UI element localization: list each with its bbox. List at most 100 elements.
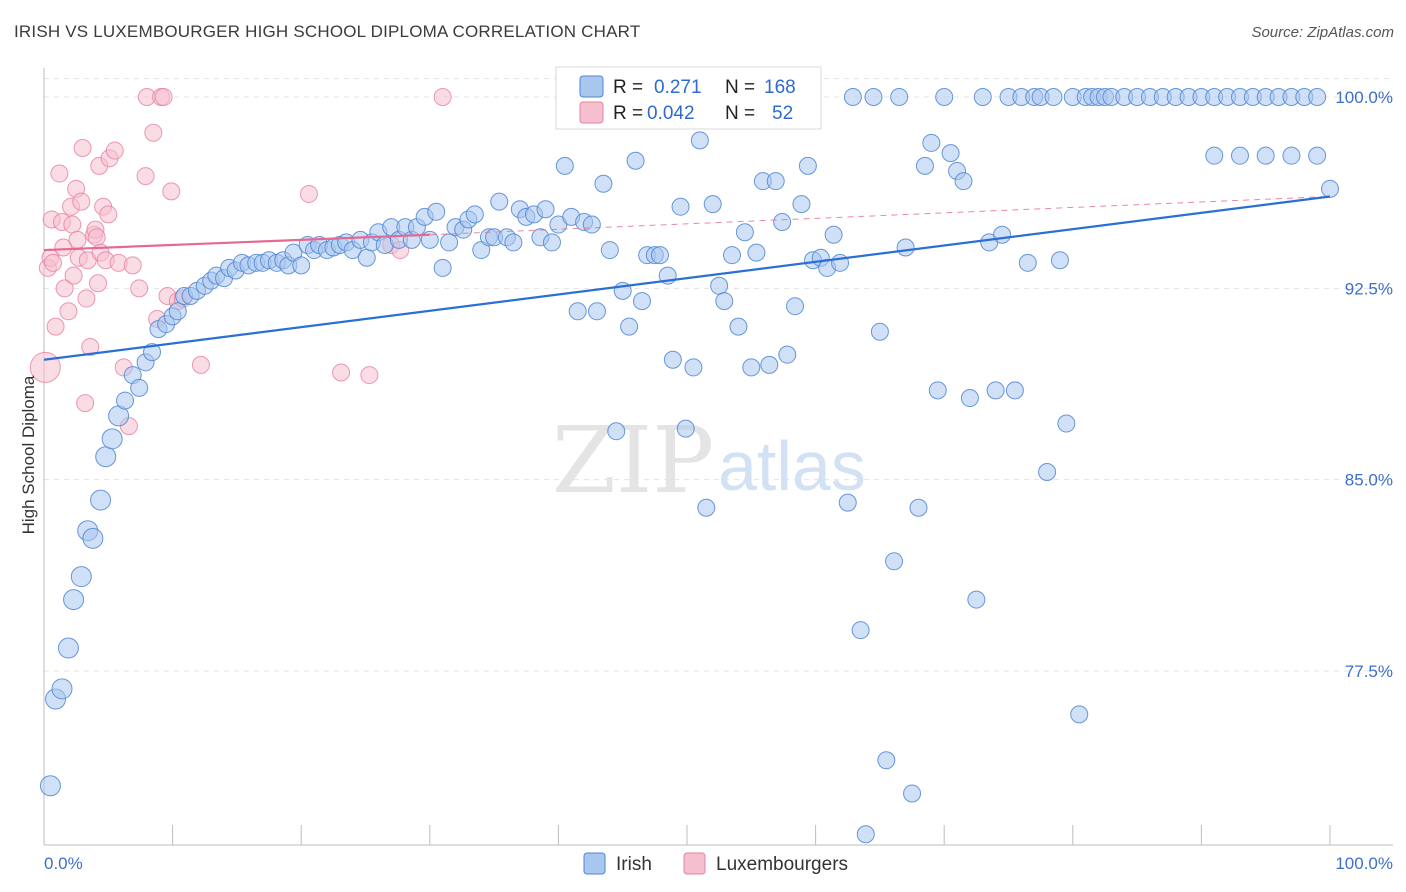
irish-point bbox=[760, 355, 779, 374]
lux-point bbox=[162, 182, 181, 201]
irish-point bbox=[877, 751, 896, 770]
irish-point bbox=[838, 493, 857, 512]
irish-point bbox=[690, 131, 709, 150]
y-axis-title: High School Diploma bbox=[19, 375, 38, 534]
legend-n-label-lux: N = bbox=[725, 103, 755, 124]
irish-point bbox=[1205, 146, 1224, 165]
irish-point bbox=[843, 88, 862, 106]
irish-point bbox=[357, 248, 376, 267]
irish-point bbox=[870, 322, 889, 341]
irish-point bbox=[954, 172, 973, 191]
irish-point bbox=[130, 378, 149, 397]
irish-point bbox=[587, 302, 606, 321]
irish-point bbox=[600, 241, 619, 260]
x-tick-label-min: 0.0% bbox=[44, 854, 83, 873]
lux-point bbox=[54, 238, 73, 257]
lux-point bbox=[89, 274, 108, 293]
lux-point bbox=[130, 279, 149, 298]
lux-point bbox=[72, 192, 91, 211]
irish-point bbox=[57, 637, 79, 659]
irish-point bbox=[582, 215, 601, 234]
irish-point bbox=[632, 292, 651, 311]
lux-point bbox=[105, 141, 124, 160]
irish-point bbox=[1050, 251, 1069, 270]
legend-r-value-irish: 0.271 bbox=[654, 77, 702, 98]
irish-point bbox=[1044, 88, 1063, 106]
legend-swatch-irish bbox=[579, 75, 604, 98]
lux-point bbox=[68, 230, 87, 249]
lux-point bbox=[77, 289, 96, 308]
irish-point bbox=[1005, 381, 1024, 400]
irish-point bbox=[143, 343, 162, 362]
irish-point bbox=[1070, 705, 1089, 724]
lux-point bbox=[29, 351, 61, 383]
lux-trend-extension bbox=[429, 195, 1331, 236]
irish-point bbox=[710, 276, 729, 295]
legend-swatch-lux bbox=[579, 101, 604, 124]
gridlines bbox=[44, 78, 1393, 672]
irish-point bbox=[168, 302, 187, 321]
irish-point bbox=[747, 243, 766, 262]
irish-point bbox=[82, 527, 104, 549]
irish-point bbox=[864, 88, 883, 106]
y-tick-label-1: 92.5% bbox=[1345, 279, 1393, 298]
irish-point bbox=[773, 213, 792, 232]
lux-point bbox=[87, 228, 106, 247]
chart-title: IRISH VS LUXEMBOURGER HIGH SCHOOL DIPLOM… bbox=[14, 22, 641, 41]
lux-point bbox=[59, 302, 78, 321]
irish-point bbox=[626, 151, 645, 170]
irish-point bbox=[903, 784, 922, 803]
lux-point bbox=[191, 355, 210, 374]
y-tick-label-2: 85.0% bbox=[1345, 471, 1393, 490]
irish-point bbox=[723, 246, 742, 265]
axes bbox=[43, 68, 1393, 846]
bottom-legend-label-lux: Luxembourgers bbox=[716, 854, 848, 875]
irish-point bbox=[1057, 414, 1076, 433]
irish-point bbox=[922, 133, 941, 152]
irish-point bbox=[798, 156, 817, 175]
lux-point bbox=[299, 184, 318, 203]
bottom-legend-swatch-lux bbox=[683, 852, 706, 875]
watermark-atlas: atlas bbox=[718, 427, 866, 505]
bottom-legend-swatch-irish bbox=[583, 852, 606, 875]
legend-n-value-lux: 52 bbox=[772, 103, 793, 124]
irish-point bbox=[935, 88, 954, 106]
irish-point bbox=[703, 195, 722, 214]
irish-point bbox=[715, 292, 734, 311]
irish-point bbox=[960, 389, 979, 408]
lux-trend-line bbox=[43, 233, 430, 252]
irish-point bbox=[915, 156, 934, 175]
irish-point bbox=[440, 233, 459, 252]
irish-point bbox=[1321, 179, 1339, 198]
irish-point bbox=[851, 621, 870, 640]
trend-lines bbox=[43, 195, 1331, 361]
irish-point bbox=[671, 197, 690, 216]
irish-point bbox=[735, 223, 754, 242]
irish-point bbox=[885, 552, 904, 571]
lux-point bbox=[44, 253, 63, 272]
irish-point bbox=[568, 302, 587, 321]
irish-point bbox=[555, 156, 574, 175]
irish-point bbox=[542, 233, 561, 252]
irish-point bbox=[1038, 463, 1057, 482]
irish-point bbox=[39, 775, 61, 797]
lux-point bbox=[332, 363, 351, 382]
irish-point bbox=[697, 498, 716, 517]
lux-point bbox=[76, 394, 95, 413]
legend-n-value-irish: 168 bbox=[764, 77, 796, 98]
lux-point bbox=[64, 266, 83, 285]
irish-point bbox=[993, 225, 1012, 244]
irish-point bbox=[909, 498, 928, 517]
series-legend: Irish Luxembourgers bbox=[583, 852, 848, 875]
y-tick-labels: 100.0% 92.5% 85.0% 77.5% bbox=[1335, 88, 1393, 681]
irish-point bbox=[90, 489, 112, 511]
legend-r-value-lux: 0.042 bbox=[647, 103, 695, 124]
lux-point bbox=[55, 279, 74, 298]
irish-point bbox=[433, 258, 452, 277]
irish-point bbox=[792, 195, 811, 214]
irish-point bbox=[676, 419, 695, 438]
irish-point bbox=[465, 205, 484, 224]
irish-point bbox=[1308, 88, 1327, 106]
irish-point bbox=[896, 238, 915, 257]
